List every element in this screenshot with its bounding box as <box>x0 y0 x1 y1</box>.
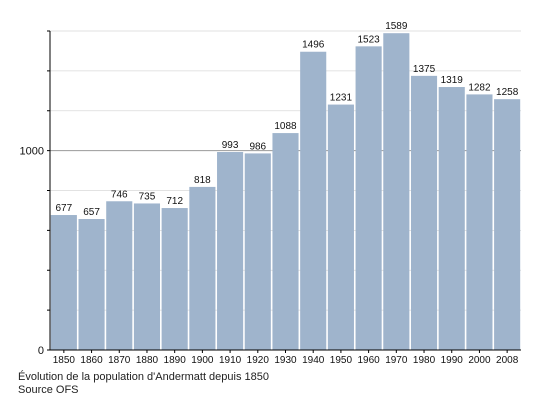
data-label-2008: 1258 <box>496 87 519 98</box>
x-tick-label-1910: 1910 <box>219 355 242 366</box>
data-label-1930: 1088 <box>274 121 297 132</box>
data-label-1950: 1231 <box>330 93 353 104</box>
y-tick-label-0: 0 <box>38 345 44 357</box>
x-tick-label-1990: 1990 <box>441 355 464 366</box>
x-tick-label-1940: 1940 <box>302 355 325 366</box>
data-label-1940: 1496 <box>302 40 325 51</box>
bar-1980 <box>410 75 438 350</box>
chart-source: Source OFS <box>18 384 79 396</box>
x-tick-label-1900: 1900 <box>191 355 214 366</box>
x-tick-label-1930: 1930 <box>274 355 297 366</box>
data-label-1970: 1589 <box>385 21 408 32</box>
data-label-1920: 986 <box>249 141 266 152</box>
x-tick-label-1870: 1870 <box>108 355 131 366</box>
x-tick-label-1970: 1970 <box>385 355 408 366</box>
data-label-1860: 657 <box>83 207 100 218</box>
bar-1860 <box>78 219 105 350</box>
bar-1880 <box>133 203 161 350</box>
data-label-1960: 1523 <box>357 34 380 45</box>
data-label-1870: 746 <box>111 189 128 200</box>
data-label-1880: 735 <box>139 191 156 202</box>
chart-caption: Évolution de la population d'Andermatt d… <box>18 371 270 383</box>
bar-1910 <box>217 152 244 350</box>
data-label-1890: 712 <box>166 196 183 207</box>
x-tick-label-1860: 1860 <box>80 355 103 366</box>
x-tick-label-1920: 1920 <box>247 355 270 366</box>
bar-1950 <box>327 104 354 351</box>
data-label-1850: 677 <box>56 203 73 214</box>
bar-2008 <box>494 99 521 350</box>
bar-1890 <box>161 208 188 350</box>
y-tick-label-1000: 1000 <box>20 146 44 158</box>
bar-1970 <box>383 33 410 351</box>
data-label-1990: 1319 <box>441 75 464 86</box>
x-tick-label-1960: 1960 <box>357 355 380 366</box>
x-tick-label-1880: 1880 <box>136 355 159 366</box>
data-label-1910: 993 <box>222 140 239 151</box>
data-label-2000: 1282 <box>468 82 491 93</box>
data-label-1980: 1375 <box>413 64 436 75</box>
bar-1920 <box>244 153 271 350</box>
x-tick-label-1890: 1890 <box>164 355 187 366</box>
bar-1990 <box>438 87 465 350</box>
bar-1940 <box>300 51 327 351</box>
x-tick-label-1950: 1950 <box>330 355 353 366</box>
x-tick-label-2000: 2000 <box>468 355 491 366</box>
bar-2000 <box>466 94 493 351</box>
x-tick-label-2008: 2008 <box>496 355 519 366</box>
x-tick-label-1980: 1980 <box>413 355 436 366</box>
bar-1900 <box>189 186 216 350</box>
bar-1870 <box>106 201 133 350</box>
x-tick-label-1850: 1850 <box>53 355 76 366</box>
bar-1960 <box>355 46 382 351</box>
data-label-1900: 818 <box>194 175 211 186</box>
bar-1930 <box>272 133 299 350</box>
bar-1850 <box>50 215 77 350</box>
